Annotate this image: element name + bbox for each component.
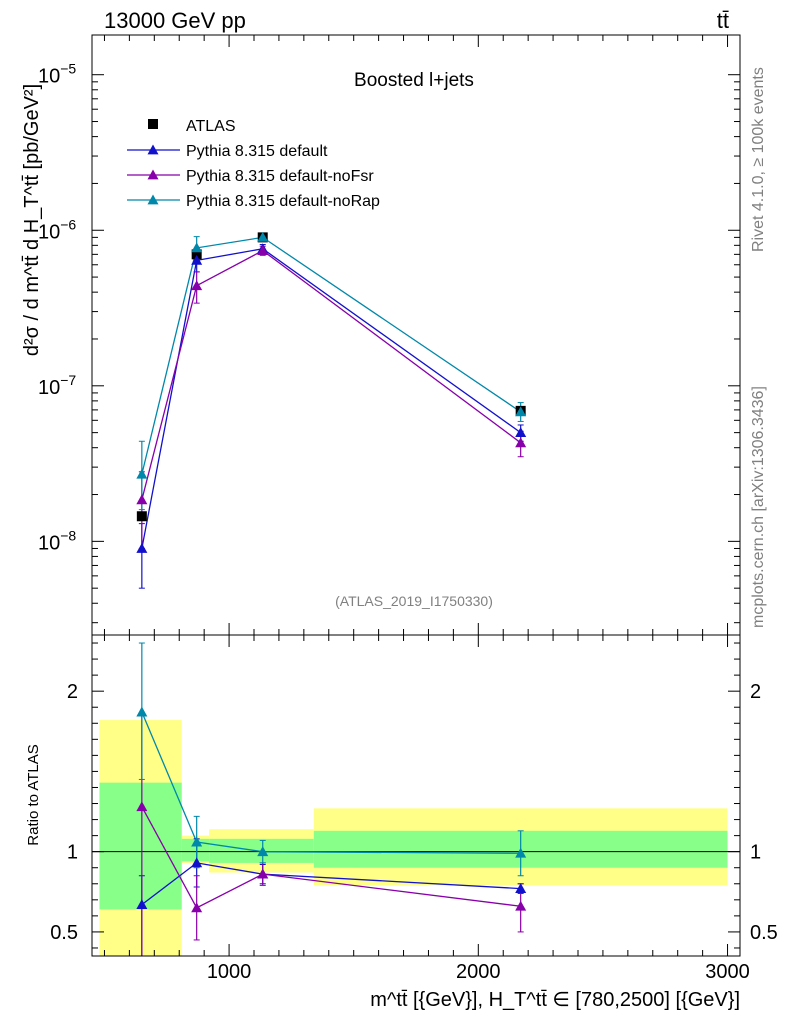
x-tick-label: 2000: [456, 961, 501, 983]
series-point-marker: [136, 542, 148, 553]
x-tick-label: 3000: [705, 961, 750, 983]
ratio-axis-label: Ratio to ATLAS: [25, 744, 42, 845]
ratio-tick-label: 0.5: [50, 922, 78, 944]
series-line: [141, 249, 522, 500]
x-tick-label: 1000: [207, 961, 252, 983]
ratio-point-marker: [257, 846, 269, 857]
header-energy-label: 13000 GeV pp: [104, 8, 246, 33]
series-point-marker: [257, 245, 269, 255]
ratio-point-marker: [136, 706, 148, 717]
ratio-point-marker: [191, 857, 203, 868]
ratio-tick-label-right: 0.5: [750, 922, 778, 944]
ratio-point-marker: [515, 900, 527, 911]
ratio-series-line: [141, 862, 521, 906]
series-line: [141, 248, 522, 549]
ratio-point-marker: [257, 868, 269, 879]
y-tick-label: 10−7: [38, 372, 76, 399]
legend: ATLAS Pythia 8.315 default Pythia 8.315 de…: [127, 118, 380, 210]
data-point-marker: [191, 249, 202, 260]
y-tick-label: 10−5: [38, 61, 76, 88]
ratio-tick-label-right: 1: [750, 842, 761, 864]
ratio-tick-label-right: 2: [750, 681, 761, 703]
y-axis-label: d²σ / d m^tt̄ d H_T^tt̄ [pb/GeV²]: [21, 84, 43, 356]
ratio-point-marker: [515, 847, 527, 858]
series-point-marker: [515, 437, 527, 448]
ratio-series-line: [141, 806, 521, 909]
ratio-tick-label: 2: [67, 681, 78, 703]
legend-marker: [147, 169, 159, 180]
main-plot-panel: 10−5 10−6 10−7 10−8 Boosted l+jets (ATLAS_2…: [38, 34, 741, 636]
legend-marker: [147, 194, 159, 205]
main-plot-frame: [91, 34, 741, 636]
rivet-version-label: Rivet 4.1.0, ≥ 100k events: [750, 67, 767, 252]
legend-label: Pythia 8.315 default-noFsr: [186, 168, 374, 185]
ratio-tick-label: 1: [67, 842, 78, 864]
ratio-plot-background: [92, 635, 740, 956]
uncertainty-band-inner: [181, 838, 210, 862]
legend-label: Pythia 8.315 default: [186, 143, 328, 160]
x-axis-label: m^tt̄ [{GeV}], H_T^tt̄ ∈ [780,2500] [{Ge…: [370, 989, 740, 1011]
ratio-plot-panel: 0.5 0.5 1 1 2 2 1000 2000 3000: [50, 634, 778, 983]
y-tick-label: 10−8: [38, 527, 76, 554]
y-tick-label: 10−6: [38, 216, 76, 243]
uncertainty-band-inner: [99, 782, 182, 910]
series-point-marker: [257, 231, 269, 242]
legend-marker-data: [148, 119, 158, 129]
legend-marker: [147, 144, 159, 155]
series-point-marker: [191, 254, 203, 265]
series-line: [141, 236, 522, 475]
analysis-label: (ATLAS_2019_I1750330): [335, 593, 493, 609]
series-point-marker: [515, 406, 527, 417]
series-point-marker: [515, 427, 527, 438]
plot-title: Boosted l+jets: [354, 70, 474, 91]
series-point-marker: [191, 242, 203, 253]
legend-label-data: ATLAS: [186, 118, 236, 135]
ratio-point-marker: [136, 801, 148, 812]
legend-label: Pythia 8.315 default-noRap: [186, 193, 380, 210]
data-point-marker: [136, 511, 147, 522]
header-process-label: tt̄: [717, 8, 729, 33]
ratio-point-marker: [191, 836, 203, 847]
series-point-marker: [191, 280, 203, 291]
series-point-marker: [136, 468, 148, 479]
ratio-series-line: [141, 711, 521, 854]
ratio-plot-frame: [91, 634, 741, 957]
ratio-point-marker: [136, 899, 148, 910]
ratio-point-marker: [191, 902, 203, 913]
ratio-point-marker: [515, 883, 527, 893]
series-point-marker: [136, 494, 148, 505]
mcplots-source-label: mcplots.cern.ch [arXiv:1306.3436]: [750, 386, 767, 628]
